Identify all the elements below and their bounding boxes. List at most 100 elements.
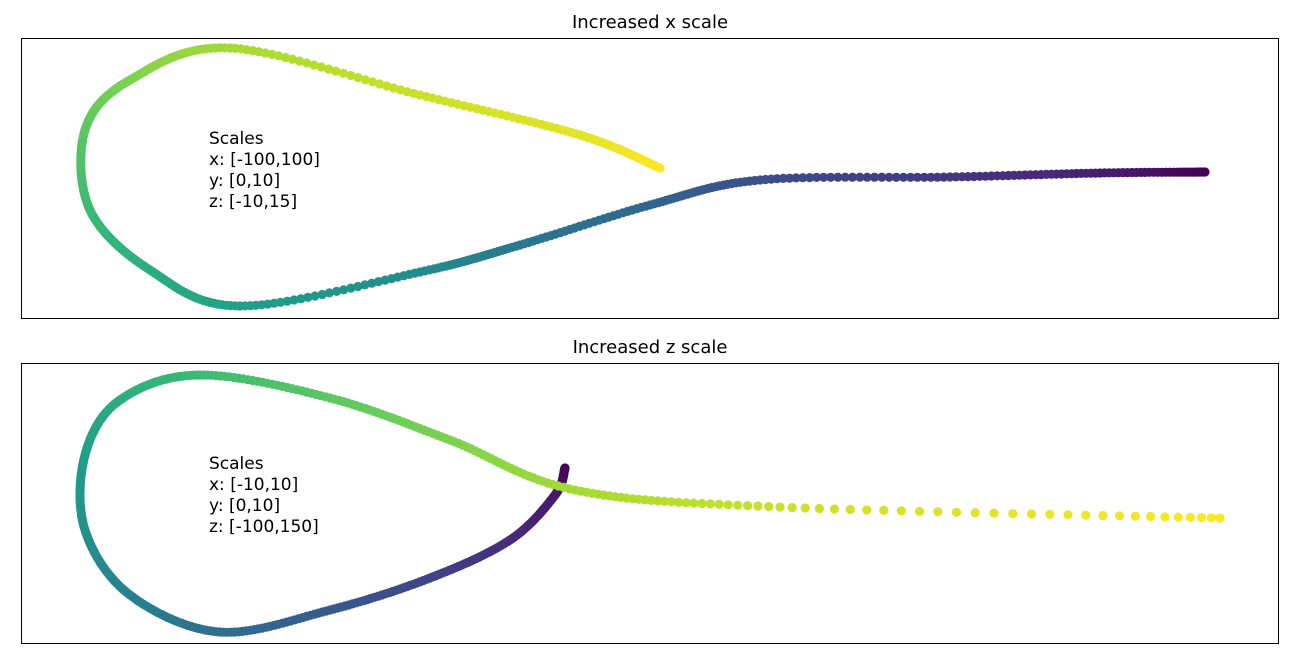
scatter-point — [932, 172, 943, 182]
scatter-point — [884, 172, 894, 182]
scatter-point — [659, 496, 670, 506]
scatter-point — [324, 64, 334, 74]
scatter-point — [775, 502, 785, 512]
scatter-point — [346, 70, 356, 81]
scatter-point — [970, 508, 980, 518]
scatter-point — [845, 504, 855, 515]
scatter-point — [833, 172, 843, 182]
scatter-point — [1130, 511, 1140, 521]
scatter-point — [926, 172, 936, 182]
scatter-point — [375, 79, 385, 89]
scatter-point — [653, 496, 663, 506]
scatter-point — [310, 291, 320, 301]
scatter-point — [294, 56, 305, 66]
scatter-point — [805, 173, 815, 183]
scatter-point — [689, 498, 699, 508]
scatter-point — [367, 278, 377, 288]
scatter-point — [303, 292, 313, 302]
scatter-point — [289, 295, 299, 305]
scatter-point — [1160, 512, 1170, 522]
scatter-point — [764, 501, 774, 512]
scatter-point — [855, 172, 865, 182]
scatter-point — [666, 497, 677, 507]
scatter-point — [791, 173, 801, 183]
scatter-point — [814, 503, 825, 514]
scatter-point — [1215, 513, 1225, 523]
scatter-point — [826, 172, 836, 182]
scatter-point — [798, 173, 808, 183]
scatter-point — [829, 504, 840, 514]
panel-2-series — [75, 370, 1225, 637]
scatter-point — [891, 172, 901, 182]
panel-1-series — [76, 43, 1210, 311]
panel-2-annotation-x: x: [-10,10] — [209, 475, 299, 495]
scatter-point — [316, 62, 326, 72]
panel-2-annotation: Scales x: [-10,10] y: [0,10] z: [-100,150] — [209, 454, 319, 538]
scatter-point — [1063, 510, 1073, 520]
scatter-point — [280, 52, 291, 63]
scatter-point — [723, 500, 733, 510]
scatter-point — [1197, 513, 1207, 523]
scatter-point — [338, 68, 348, 78]
scatter-point — [274, 51, 284, 61]
scatter-point — [1173, 512, 1183, 522]
scatter-point — [869, 172, 880, 182]
scatter-point — [862, 505, 872, 515]
panel-1-title: Increased x scale — [571, 12, 729, 33]
scatter-point — [787, 502, 797, 513]
scatter-point — [847, 172, 858, 182]
scatter-point — [819, 172, 829, 182]
panel-2-annotation-y: y: [0,10] — [209, 496, 281, 516]
scatter-point — [1098, 510, 1108, 521]
scatter-point — [339, 285, 349, 295]
scatter-point — [951, 507, 962, 517]
scatter-point — [753, 501, 763, 511]
panel-1-plot-area — [21, 38, 1279, 319]
scatter-point — [812, 172, 822, 182]
scatter-point — [353, 73, 363, 83]
scatter-point — [353, 281, 363, 292]
scatter-point — [862, 172, 872, 182]
scatter-point — [714, 499, 724, 509]
panel-2-annotation-z: z: [-100,150] — [209, 517, 319, 537]
panel-1-annotation-heading: Scales — [209, 129, 264, 149]
scatter-point — [705, 499, 716, 509]
scatter-point — [914, 506, 925, 516]
scatter-point — [674, 497, 684, 507]
scatter-point — [302, 58, 312, 68]
scatter-point — [317, 289, 327, 300]
panel-1-annotation: Scales x: [-100,100] y: [0,10] z: [-10,15] — [209, 129, 320, 213]
scatter-point — [1206, 513, 1216, 523]
scatter-point — [367, 77, 378, 87]
scatter-point — [905, 172, 916, 182]
scatter-point — [655, 163, 665, 173]
panel-1-annotation-z: z: [-10,15] — [209, 192, 298, 212]
scatter-point — [324, 288, 334, 298]
scatter-point — [382, 81, 392, 91]
scatter-point — [733, 500, 743, 510]
scatter-point — [898, 172, 909, 182]
panel-1-annotation-y: y: [0,10] — [209, 171, 281, 191]
scatter-point — [800, 503, 810, 513]
scatter-point — [332, 286, 342, 296]
scatter-point — [360, 280, 370, 290]
panel-2-title: Increased z scale — [572, 337, 728, 358]
panel-2-annotation-heading: Scales — [209, 454, 264, 474]
scatter-point — [1146, 511, 1156, 522]
scatter-point — [912, 172, 923, 182]
scatter-point — [389, 83, 399, 93]
panel-1-annotation-x: x: [-100,100] — [209, 150, 320, 170]
scatter-point — [681, 498, 691, 508]
scatter-point — [933, 507, 943, 517]
scatter-point — [1081, 510, 1091, 520]
scatter-point — [989, 508, 999, 518]
scatter-point — [296, 294, 306, 304]
scatter-point — [309, 60, 319, 70]
scatter-point — [896, 506, 907, 516]
scatter-point — [697, 498, 707, 509]
scatter-point — [1026, 509, 1037, 519]
scatter-point — [1045, 509, 1055, 519]
scatter-point — [360, 75, 370, 85]
scatter-point — [877, 172, 887, 182]
